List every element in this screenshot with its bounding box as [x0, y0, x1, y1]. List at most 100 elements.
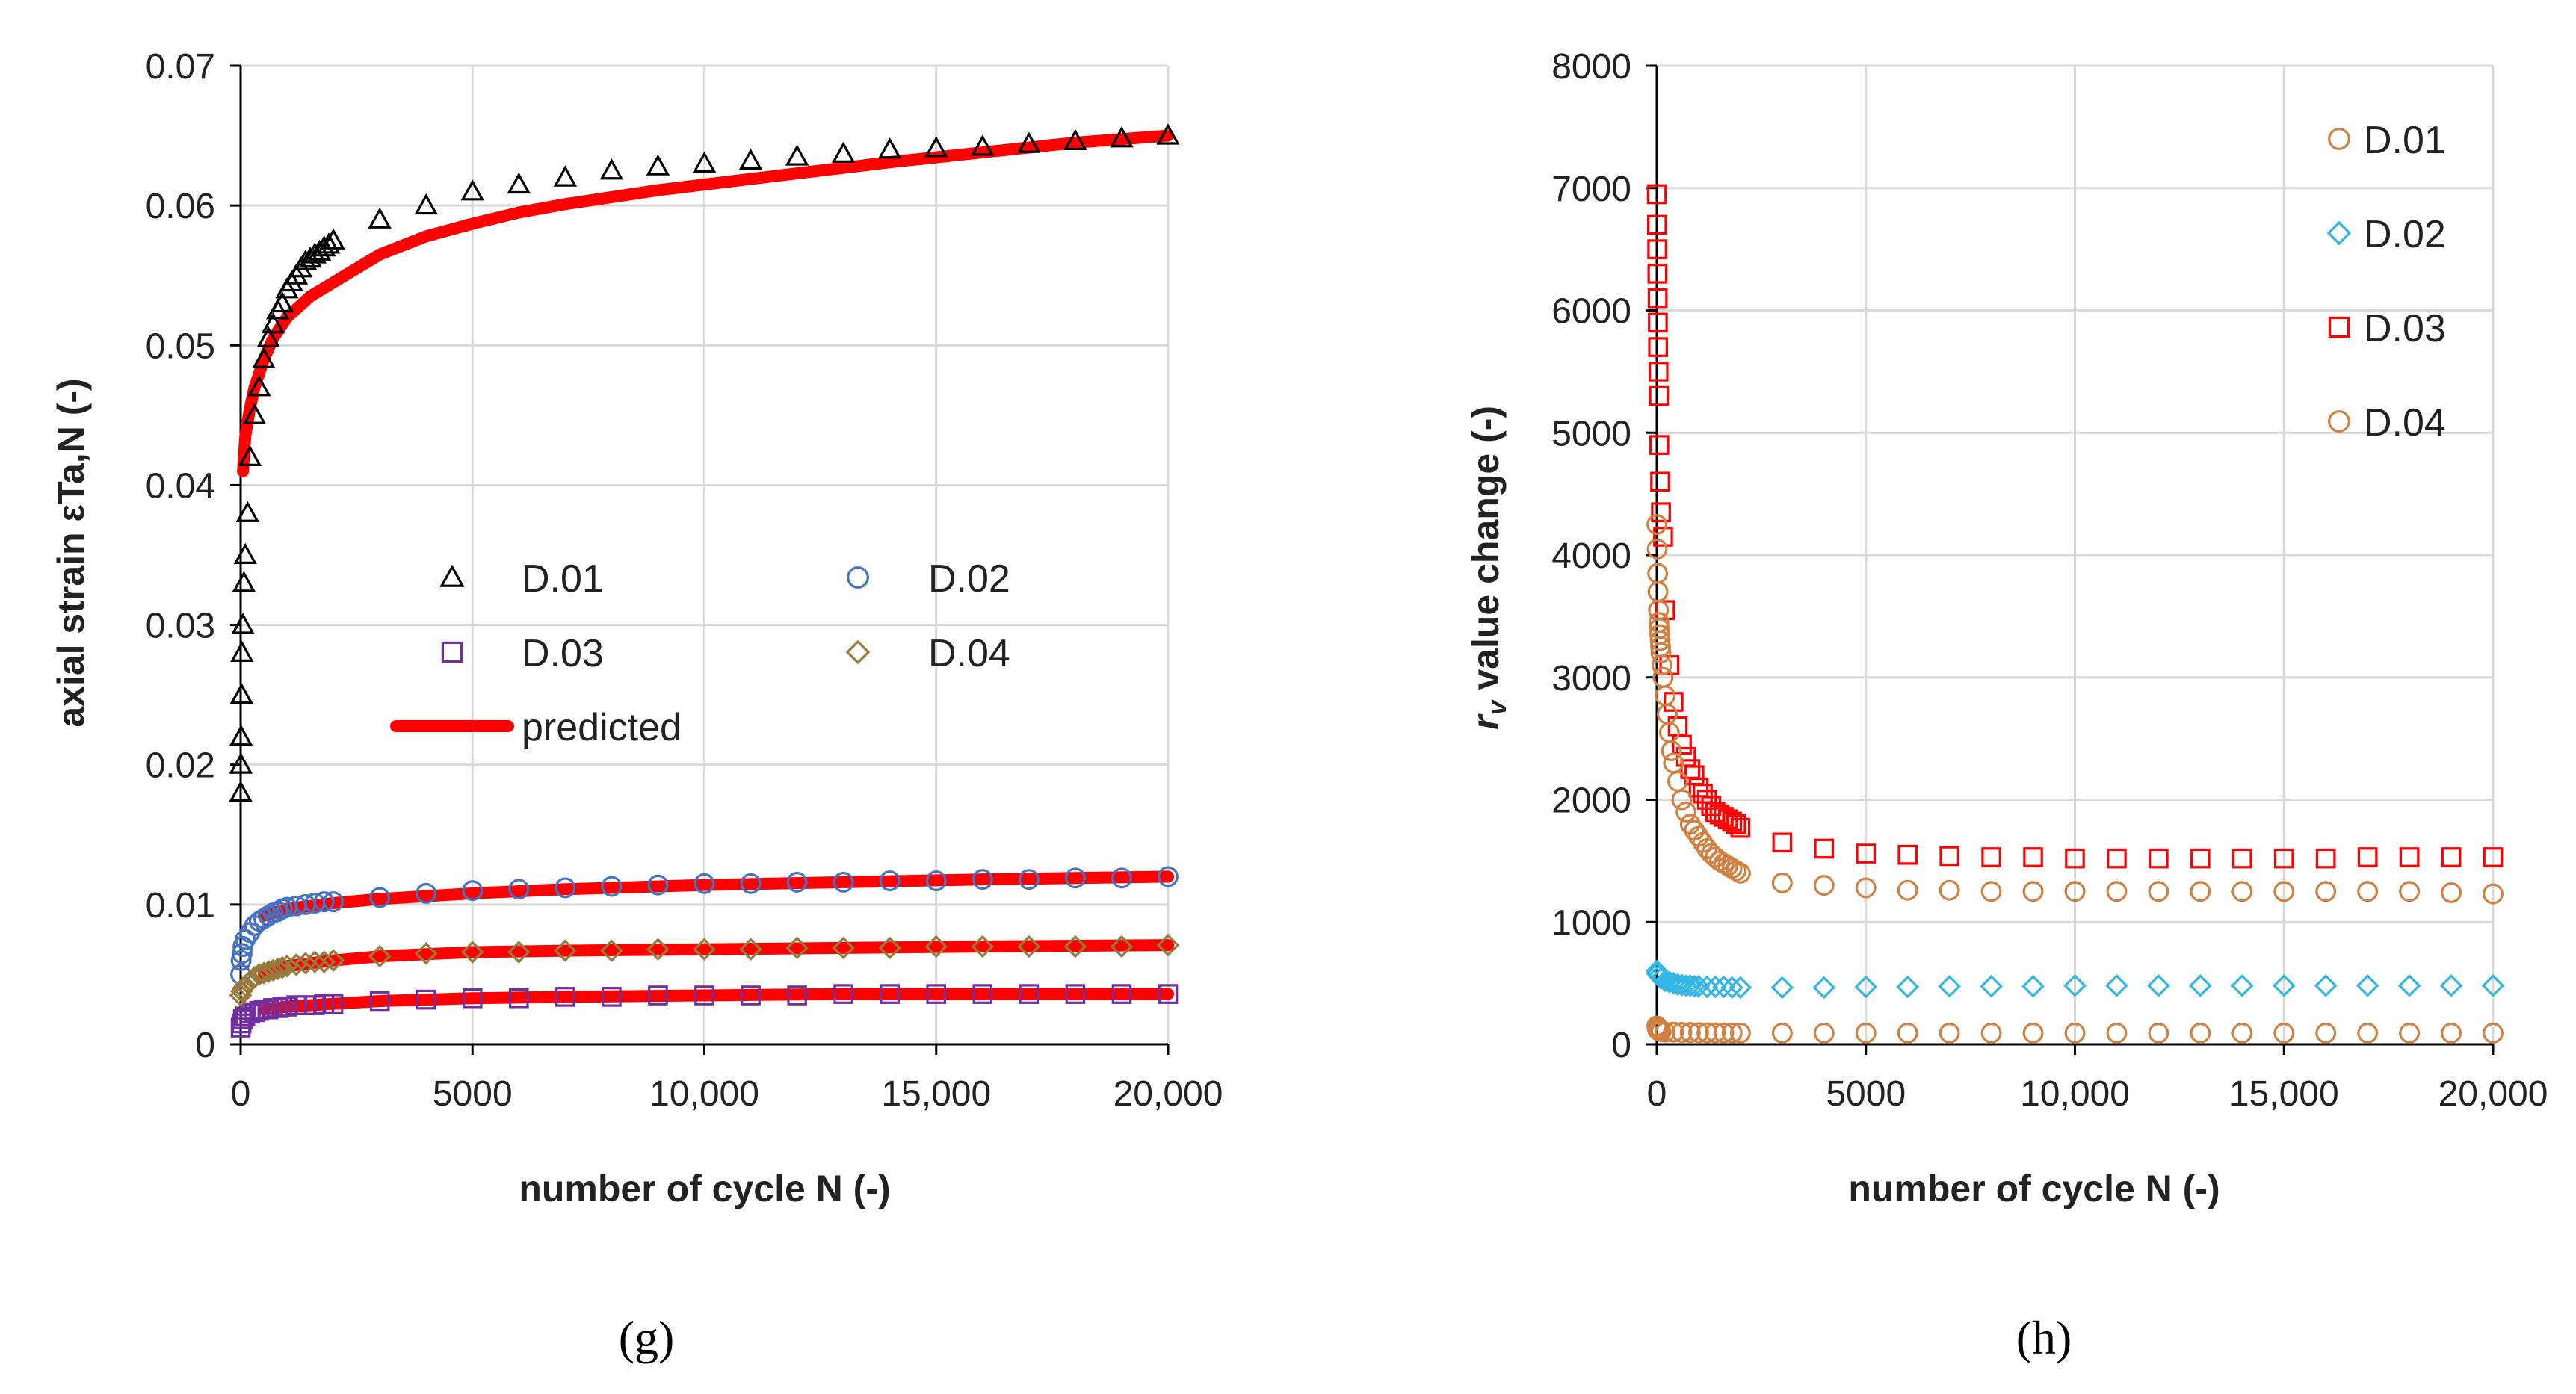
data-point [460, 179, 484, 201]
data-point [1018, 869, 1040, 890]
data-point [1661, 740, 1682, 761]
data-point [238, 970, 262, 994]
legend-label: D.04 [2364, 401, 2446, 444]
data-point [1156, 933, 1180, 957]
data-point [303, 950, 327, 973]
data-point [368, 944, 392, 968]
predicted-line [258, 988, 1174, 1016]
data-point [1650, 642, 1672, 663]
data-point [879, 870, 901, 891]
data-point [833, 871, 854, 893]
data-point [2441, 882, 2462, 903]
data-point [1671, 1022, 1693, 1043]
data-point [600, 939, 623, 962]
data-point [267, 901, 288, 923]
data-point [1687, 1022, 1709, 1044]
data-point [247, 375, 271, 397]
data-point [787, 985, 807, 1006]
data-point [2190, 1022, 2211, 1044]
data-point [1663, 752, 1684, 774]
data-point [1663, 1021, 1684, 1043]
series-d04 [1646, 514, 2504, 905]
data-point [833, 984, 853, 1004]
data-point [1019, 984, 1040, 1004]
y-tick-label: 2000 [1551, 781, 1631, 821]
data-point [2357, 847, 2378, 867]
data-point [2441, 1022, 2462, 1044]
data-point [507, 172, 531, 194]
y-tick-label: 7000 [1551, 170, 1631, 209]
y-tick-label: 4000 [1551, 536, 1631, 576]
y-tick-label: 0 [195, 1026, 215, 1065]
data-point [1675, 801, 1697, 823]
predicted-line [258, 870, 1174, 922]
data-point [740, 873, 762, 894]
data-point [2105, 974, 2128, 997]
data-point [1647, 264, 1668, 284]
data-point [1939, 1022, 1960, 1044]
data-point [2273, 848, 2294, 869]
chart-g-y-tick-labels: 0 0.01 0.02 0.03 0.04 0.05 0.06 0.07 [146, 47, 215, 1065]
x-tick-label: 10,000 [2020, 1074, 2130, 1114]
legend-item-predicted: predicted [390, 706, 682, 749]
data-point [462, 988, 483, 1009]
data-point [2481, 974, 2505, 997]
data-point [312, 235, 336, 257]
data-point [2315, 1022, 2337, 1044]
data-point [1158, 984, 1179, 1004]
data-point [1646, 184, 1667, 205]
data-point [368, 207, 392, 229]
data-point [971, 935, 995, 958]
data-point [266, 957, 289, 981]
data-point [2063, 974, 2087, 997]
chart-g-axes [230, 64, 1170, 1055]
data-point [646, 154, 670, 176]
chart-g-x-tick-labels: 0 5000 10,000 15,000 20,000 [231, 1074, 1223, 1114]
chart-g: 0 0.01 0.02 0.03 0.04 0.05 0.06 0.07 0 5000 10,00… [50, 47, 1223, 1364]
x-tick-label: 20,000 [1114, 1074, 1223, 1114]
data-point [2273, 881, 2295, 902]
data-point [232, 571, 256, 592]
x-tick-label: 5000 [433, 1074, 513, 1114]
data-point [1110, 126, 1134, 148]
data-point [416, 989, 436, 1010]
data-point [646, 938, 670, 961]
x-tick-label: 10,000 [649, 1074, 759, 1114]
data-point [1065, 984, 1086, 1004]
data-point [1648, 337, 1668, 357]
data-point [1017, 935, 1041, 958]
data-point [1658, 970, 1681, 994]
chart-h-points [1645, 184, 2505, 1044]
data-point [313, 891, 335, 913]
series-d03 [230, 984, 1179, 1038]
data-point [1726, 814, 1746, 834]
data-point [1649, 630, 1671, 651]
data-point [786, 871, 808, 893]
legend-marker [845, 639, 871, 665]
data-point [1856, 843, 1877, 864]
data-point [1684, 765, 1705, 786]
data-point [1687, 974, 1711, 998]
data-point [460, 941, 484, 964]
data-point [1647, 288, 1668, 309]
y-tick-label: 5000 [1551, 414, 1631, 453]
data-point [231, 613, 255, 634]
data-point [1657, 703, 1678, 725]
data-point [2483, 1022, 2504, 1044]
legend-label: D.03 [2364, 307, 2446, 350]
y-tick-label: 8000 [1551, 47, 1631, 87]
legend-label: D.03 [522, 632, 604, 675]
chart-h-caption: (h) [2016, 1311, 2072, 1364]
data-point [323, 994, 344, 1014]
data-point [1771, 872, 1793, 893]
chart-g-x-axis-label: number of cycle N (-) [519, 1168, 890, 1209]
data-point [1813, 1022, 1835, 1044]
y-tick-label: 0.06 [146, 187, 215, 226]
data-point [2357, 881, 2379, 902]
data-point [2148, 1022, 2169, 1044]
data-point [554, 939, 577, 962]
data-point [647, 874, 669, 896]
data-point [739, 938, 762, 961]
data-point [1704, 975, 1727, 999]
